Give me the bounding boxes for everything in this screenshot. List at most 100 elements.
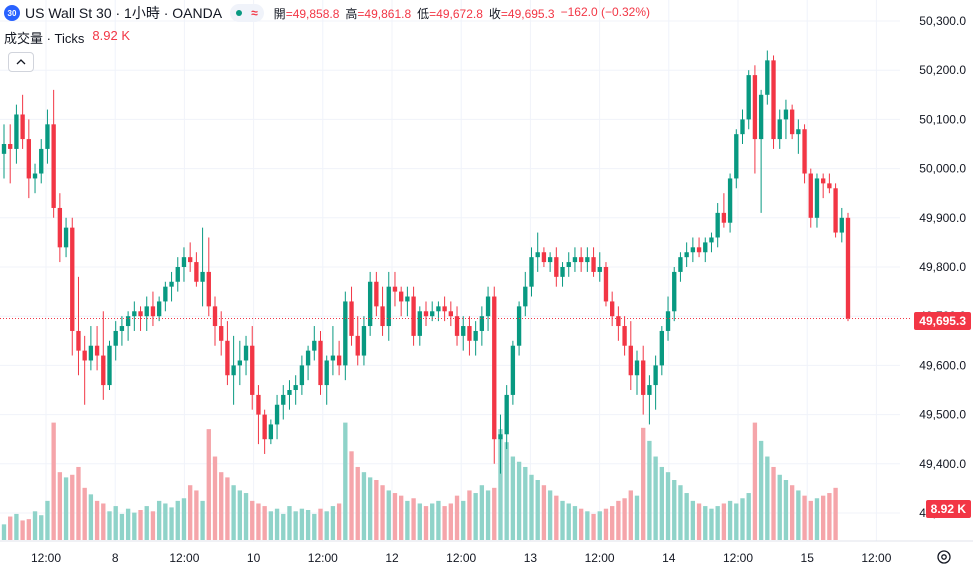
volume-bar [572, 506, 578, 540]
volume-bar [94, 500, 100, 540]
volume-bar [783, 480, 789, 540]
volume-bar [665, 472, 671, 540]
candle [150, 291, 156, 327]
volume-bar [119, 513, 125, 540]
candle [287, 380, 292, 410]
candle [659, 326, 664, 376]
high-value: =49,861.8 [357, 6, 412, 21]
volume-legend[interactable]: 成交量 · Ticks 8.92 K [4, 28, 130, 47]
low-value: =49,672.8 [429, 6, 483, 21]
time-tick-label: 12:00 [723, 551, 753, 565]
market-status[interactable]: ≈ [230, 4, 264, 22]
candle [783, 99, 789, 140]
candle [616, 306, 621, 341]
volume-bar [746, 493, 751, 540]
candle [138, 306, 143, 331]
volume-bar [578, 508, 584, 540]
volume-bar [200, 500, 205, 540]
volume-bar [318, 508, 323, 540]
candle [82, 335, 87, 405]
current-volume-label: 8.92 K [925, 500, 971, 518]
candle [808, 168, 813, 228]
chevron-up-icon [16, 59, 26, 65]
volume-bar [305, 510, 311, 540]
candle [281, 385, 286, 420]
price-tick-label: 50,300.0 [919, 14, 966, 28]
candle [318, 330, 323, 395]
volume-bar [336, 503, 342, 540]
volume-bar [734, 503, 739, 540]
price-axis[interactable]: 50,300.0 50,200.0 50,100.0 50,000.0 49,900.0… [919, 14, 966, 520]
volume-bar [107, 511, 112, 540]
volume-bar [423, 506, 429, 540]
volume-bar [678, 485, 683, 540]
volume-bar [88, 494, 94, 540]
candle [709, 232, 714, 253]
volume-bar [529, 474, 534, 540]
price-tick-label: 49,800.0 [919, 260, 966, 274]
change-value: −162.0 (−0.32%) [560, 4, 651, 19]
volume-bar [647, 440, 652, 540]
candle [405, 286, 410, 317]
symbol-title[interactable]: US Wall St 30 · 1小時 · OANDA [25, 5, 223, 21]
candle [349, 286, 354, 346]
candle [585, 247, 590, 272]
candle [672, 267, 677, 322]
candle [740, 109, 745, 144]
volume-bar [181, 498, 187, 540]
candle [560, 262, 565, 287]
candle [1, 124, 7, 179]
volume-bar [150, 511, 156, 540]
volume-bar [709, 508, 714, 540]
symbol-icon[interactable]: 30 [4, 5, 20, 21]
time-tick-label: 12:00 [169, 551, 199, 565]
candle [734, 129, 739, 189]
volume-bar [789, 485, 795, 540]
candle [696, 237, 702, 258]
candle [312, 326, 317, 361]
close-label: 收 [488, 6, 501, 21]
volume-bar [653, 456, 658, 540]
volume-bar [591, 513, 596, 540]
volume-bar [485, 490, 491, 540]
volume-bar [392, 493, 398, 540]
candle [789, 104, 795, 140]
volume-bar [45, 500, 50, 540]
candle [715, 203, 720, 248]
price-tick-label: 49,900.0 [919, 211, 966, 225]
volume-bar [1, 524, 7, 540]
volume-bar [125, 508, 131, 540]
candle [727, 173, 733, 233]
candle [374, 271, 379, 317]
candle [628, 321, 633, 390]
candle [26, 119, 31, 199]
current-price-label: 49,695.3 [914, 312, 971, 330]
candle [504, 385, 509, 450]
collapse-legend-button[interactable] [8, 52, 34, 72]
candle [423, 301, 429, 327]
candle [578, 247, 584, 272]
volume-bar [386, 490, 391, 540]
volume-bar [523, 466, 528, 540]
candle [492, 286, 497, 464]
gear-icon[interactable] [935, 548, 953, 566]
price-tick-label: 50,100.0 [919, 112, 966, 126]
candle [454, 306, 460, 346]
time-axis[interactable]: 12:00 8 12:00 10 12:00 12 12:00 13 12:00 14 12:00 1… [31, 551, 892, 565]
volume-bar [212, 456, 218, 540]
candle [119, 316, 125, 346]
volume-bar [26, 519, 31, 540]
candle [175, 257, 180, 292]
candle [113, 321, 118, 361]
price-tick-label: 49,600.0 [919, 358, 966, 372]
candle [603, 262, 609, 307]
volume-label: 成交量 · Ticks [4, 31, 85, 46]
low-label: 低 [417, 6, 430, 21]
candle [336, 340, 342, 376]
volume-bar [672, 480, 677, 540]
candle [473, 321, 478, 356]
candle [479, 306, 485, 346]
candle [746, 70, 751, 130]
candle [547, 252, 553, 272]
